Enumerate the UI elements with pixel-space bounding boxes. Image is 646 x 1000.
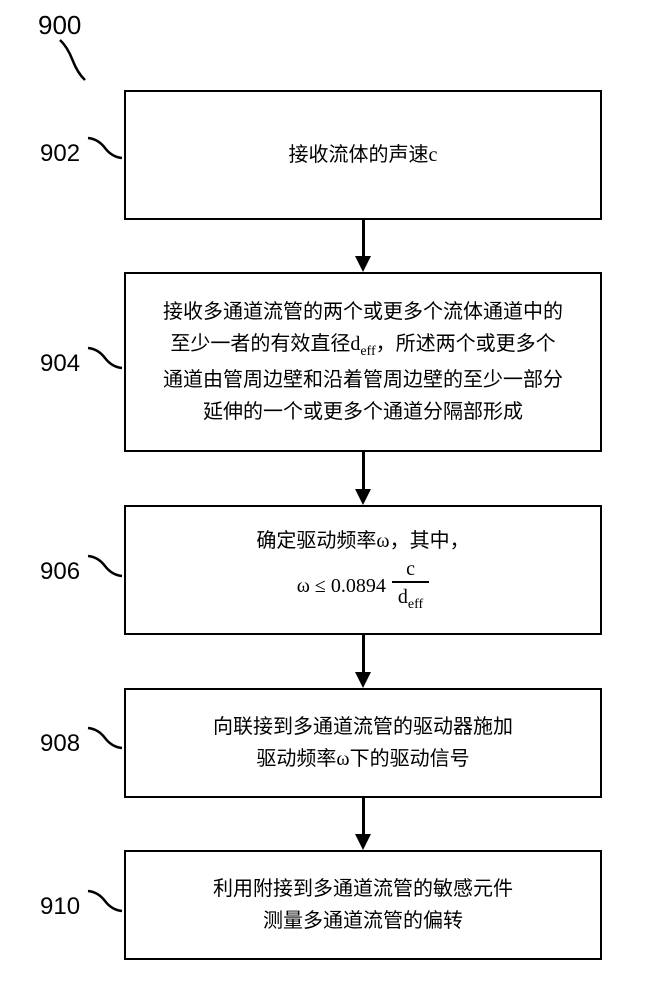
flow-step-910: 利用附接到多通道流管的敏感元件测量多通道流管的偏转 xyxy=(124,850,602,960)
arrow-head-2 xyxy=(355,672,371,688)
flow-step-904: 接收多通道流管的两个或更多个流体通道中的至少一者的有效直径deff，所述两个或更… xyxy=(124,272,602,452)
flow-step-text: 接收多通道流管的两个或更多个流体通道中的至少一者的有效直径deff，所述两个或更… xyxy=(163,296,563,427)
arrow-line-0 xyxy=(362,220,365,258)
arrow-head-1 xyxy=(355,489,371,505)
step-label-910: 910 xyxy=(40,893,80,921)
flow-step-text: 利用附接到多通道流管的敏感元件测量多通道流管的偏转 xyxy=(213,873,513,937)
leader-906 xyxy=(78,546,132,586)
arrow-line-2 xyxy=(362,635,365,674)
leader-900 xyxy=(50,30,95,90)
step-label-906: 906 xyxy=(40,558,80,586)
flow-step-902: 接收流体的声速c xyxy=(124,90,602,220)
arrow-line-3 xyxy=(362,798,365,836)
flow-step-text: 确定驱动频率ω，其中，ω ≤ 0.0894 cdeff xyxy=(256,525,469,615)
arrow-head-3 xyxy=(355,834,371,850)
flow-step-906: 确定驱动频率ω，其中，ω ≤ 0.0894 cdeff xyxy=(124,505,602,635)
flow-step-908: 向联接到多通道流管的驱动器施加驱动频率ω下的驱动信号 xyxy=(124,688,602,798)
step-label-902: 902 xyxy=(40,140,80,168)
step-label-908: 908 xyxy=(40,730,80,758)
flow-step-text: 接收流体的声速c xyxy=(289,139,438,171)
leader-908 xyxy=(78,718,132,758)
leader-904 xyxy=(78,338,132,378)
leader-910 xyxy=(78,881,132,921)
flow-step-text: 向联接到多通道流管的驱动器施加驱动频率ω下的驱动信号 xyxy=(213,711,513,775)
step-label-904: 904 xyxy=(40,350,80,378)
leader-902 xyxy=(78,128,132,168)
arrow-line-1 xyxy=(362,452,365,491)
arrow-head-0 xyxy=(355,256,371,272)
